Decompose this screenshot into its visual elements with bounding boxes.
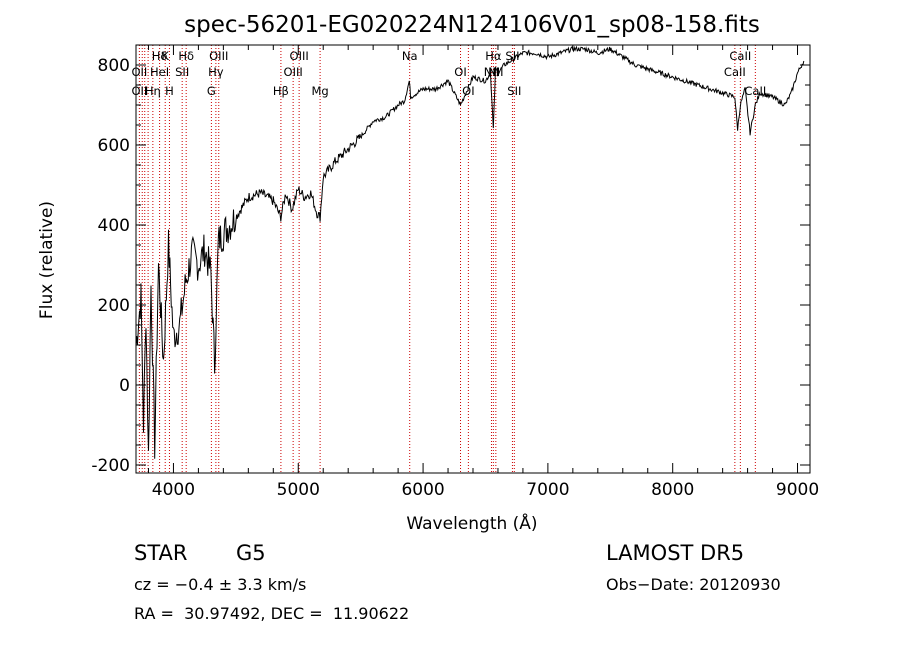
- x-tick-label: 4000: [152, 480, 195, 500]
- x-axis-label: Wavelength (Å): [406, 512, 537, 534]
- y-tick-label: 600: [98, 136, 130, 156]
- y-tick-label: 800: [98, 56, 130, 76]
- line-label: Hδ: [178, 49, 194, 63]
- line-label: Hβ: [273, 84, 289, 98]
- line-label: Hγ: [208, 65, 224, 79]
- x-tick-label: 7000: [526, 480, 569, 500]
- redshift-velocity: cz = −0.4 ± 3.3 km/s: [134, 575, 307, 594]
- line-label: OIII: [284, 65, 303, 79]
- survey-name: LAMOST DR5: [606, 541, 745, 565]
- object-class: STAR: [134, 541, 188, 565]
- line-label: OIII: [290, 49, 309, 63]
- line-label: K: [161, 49, 169, 63]
- line-label: OII: [131, 65, 147, 79]
- y-tick-label: 400: [98, 216, 130, 236]
- line-label: SII: [175, 65, 189, 79]
- x-tick-label: 6000: [401, 480, 444, 500]
- spectrum-series: [135, 45, 805, 459]
- y-tick-label: 200: [98, 296, 130, 316]
- line-label: G: [207, 84, 216, 98]
- line-markers: [138, 45, 756, 473]
- axis-ticks: 4000 5000 6000 7000 8000 9000 -200 0 200 400 600 80…: [91, 45, 819, 500]
- line-label: OIII: [209, 49, 228, 63]
- y-axis-label: Flux (relative): [37, 201, 57, 319]
- line-label: CaII: [724, 65, 746, 79]
- line-label: OII: [131, 84, 147, 98]
- line-label: CaII: [729, 49, 751, 63]
- observation-date: Obs−Date: 20120930: [606, 575, 781, 594]
- y-tick-label: 0: [119, 376, 130, 396]
- plot-frame: [135, 44, 811, 474]
- line-label: SII: [505, 49, 519, 63]
- line-label: H: [165, 84, 174, 98]
- chart-title: spec-56201-EG020224N124106V01_sp08-158.f…: [184, 12, 760, 38]
- x-tick-label: 9000: [776, 480, 819, 500]
- line-label: Mg: [311, 84, 328, 98]
- line-label: Hα: [485, 49, 502, 63]
- line-label: OI: [454, 65, 466, 79]
- line-label: HeI: [150, 65, 169, 79]
- coordinates: RA = 30.97492, DEC = 11.90622: [134, 604, 410, 623]
- x-tick-label: 8000: [651, 480, 694, 500]
- x-tick-label: 5000: [277, 480, 320, 500]
- line-label: SII: [507, 84, 521, 98]
- subclass: G5: [236, 541, 266, 565]
- line-label: Hδ: [152, 49, 168, 63]
- line-label: Hη: [145, 84, 161, 98]
- y-tick-label: -200: [91, 456, 130, 476]
- line-label: Na: [402, 49, 418, 63]
- spectrum-line: [135, 45, 805, 459]
